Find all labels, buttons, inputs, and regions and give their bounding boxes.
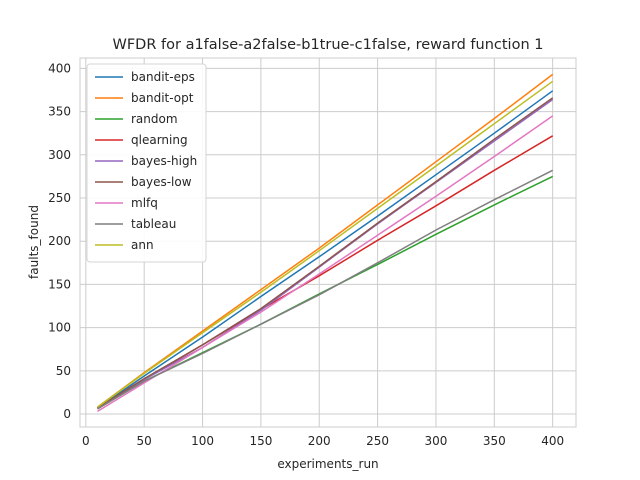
legend-box <box>86 63 207 263</box>
legend-label-qlearning: qlearning <box>131 133 188 147</box>
legend-label-random: random <box>131 112 178 126</box>
series-line-tableau <box>97 169 554 410</box>
legend-label-bayes-high: bayes-high <box>131 154 197 168</box>
x-tick-label: 300 <box>424 434 447 448</box>
series-line-ann <box>97 80 554 408</box>
x-tick-label: 100 <box>191 434 214 448</box>
legend-label-bandit-eps: bandit-eps <box>131 70 195 84</box>
y-axis-label: faults_found <box>27 205 41 279</box>
legend-label-ann: ann <box>131 238 154 252</box>
y-tick-labels: 0 50 100 150 200 250 300 350 400 <box>48 61 71 421</box>
x-tick-label: 350 <box>483 434 506 448</box>
y-tick-label: 350 <box>48 105 71 119</box>
x-tick-label: 250 <box>366 434 389 448</box>
y-tick-label: 50 <box>56 364 71 378</box>
legend: bandit-eps bandit-opt random qlearning bayes… <box>86 63 207 263</box>
series-line-mlfq <box>97 115 554 413</box>
y-tick-label: 300 <box>48 148 71 162</box>
x-tick-labels: 0 50 100 150 200 250 300 350 400 <box>82 434 564 448</box>
legend-label-bayes-low: bayes-low <box>131 175 192 189</box>
series-line-bayes-low <box>97 97 554 409</box>
series-line-bandit-eps <box>97 90 554 409</box>
x-axis-label: experiments_run <box>277 457 378 471</box>
series-lines <box>97 73 554 413</box>
y-tick-label: 0 <box>63 407 71 421</box>
y-tick-label: 400 <box>48 61 71 75</box>
legend-label-tableau: tableau <box>131 217 176 231</box>
x-tick-label: 50 <box>137 434 152 448</box>
x-tick-label: 150 <box>249 434 272 448</box>
legend-label-mlfq: mlfq <box>131 196 158 210</box>
chart-title: WFDR for a1false-a2false-b1true-c1false,… <box>113 37 544 53</box>
y-tick-label: 200 <box>48 234 71 248</box>
x-tick-label: 0 <box>82 434 90 448</box>
x-tick-label: 200 <box>308 434 331 448</box>
x-tick-label: 400 <box>541 434 564 448</box>
y-tick-label: 250 <box>48 191 71 205</box>
plot-frame <box>79 57 577 428</box>
y-tick-label: 100 <box>48 321 71 335</box>
legend-label-bandit-opt: bandit-opt <box>131 91 194 105</box>
y-tick-label: 150 <box>48 277 71 291</box>
series-line-bandit-opt <box>97 73 554 408</box>
